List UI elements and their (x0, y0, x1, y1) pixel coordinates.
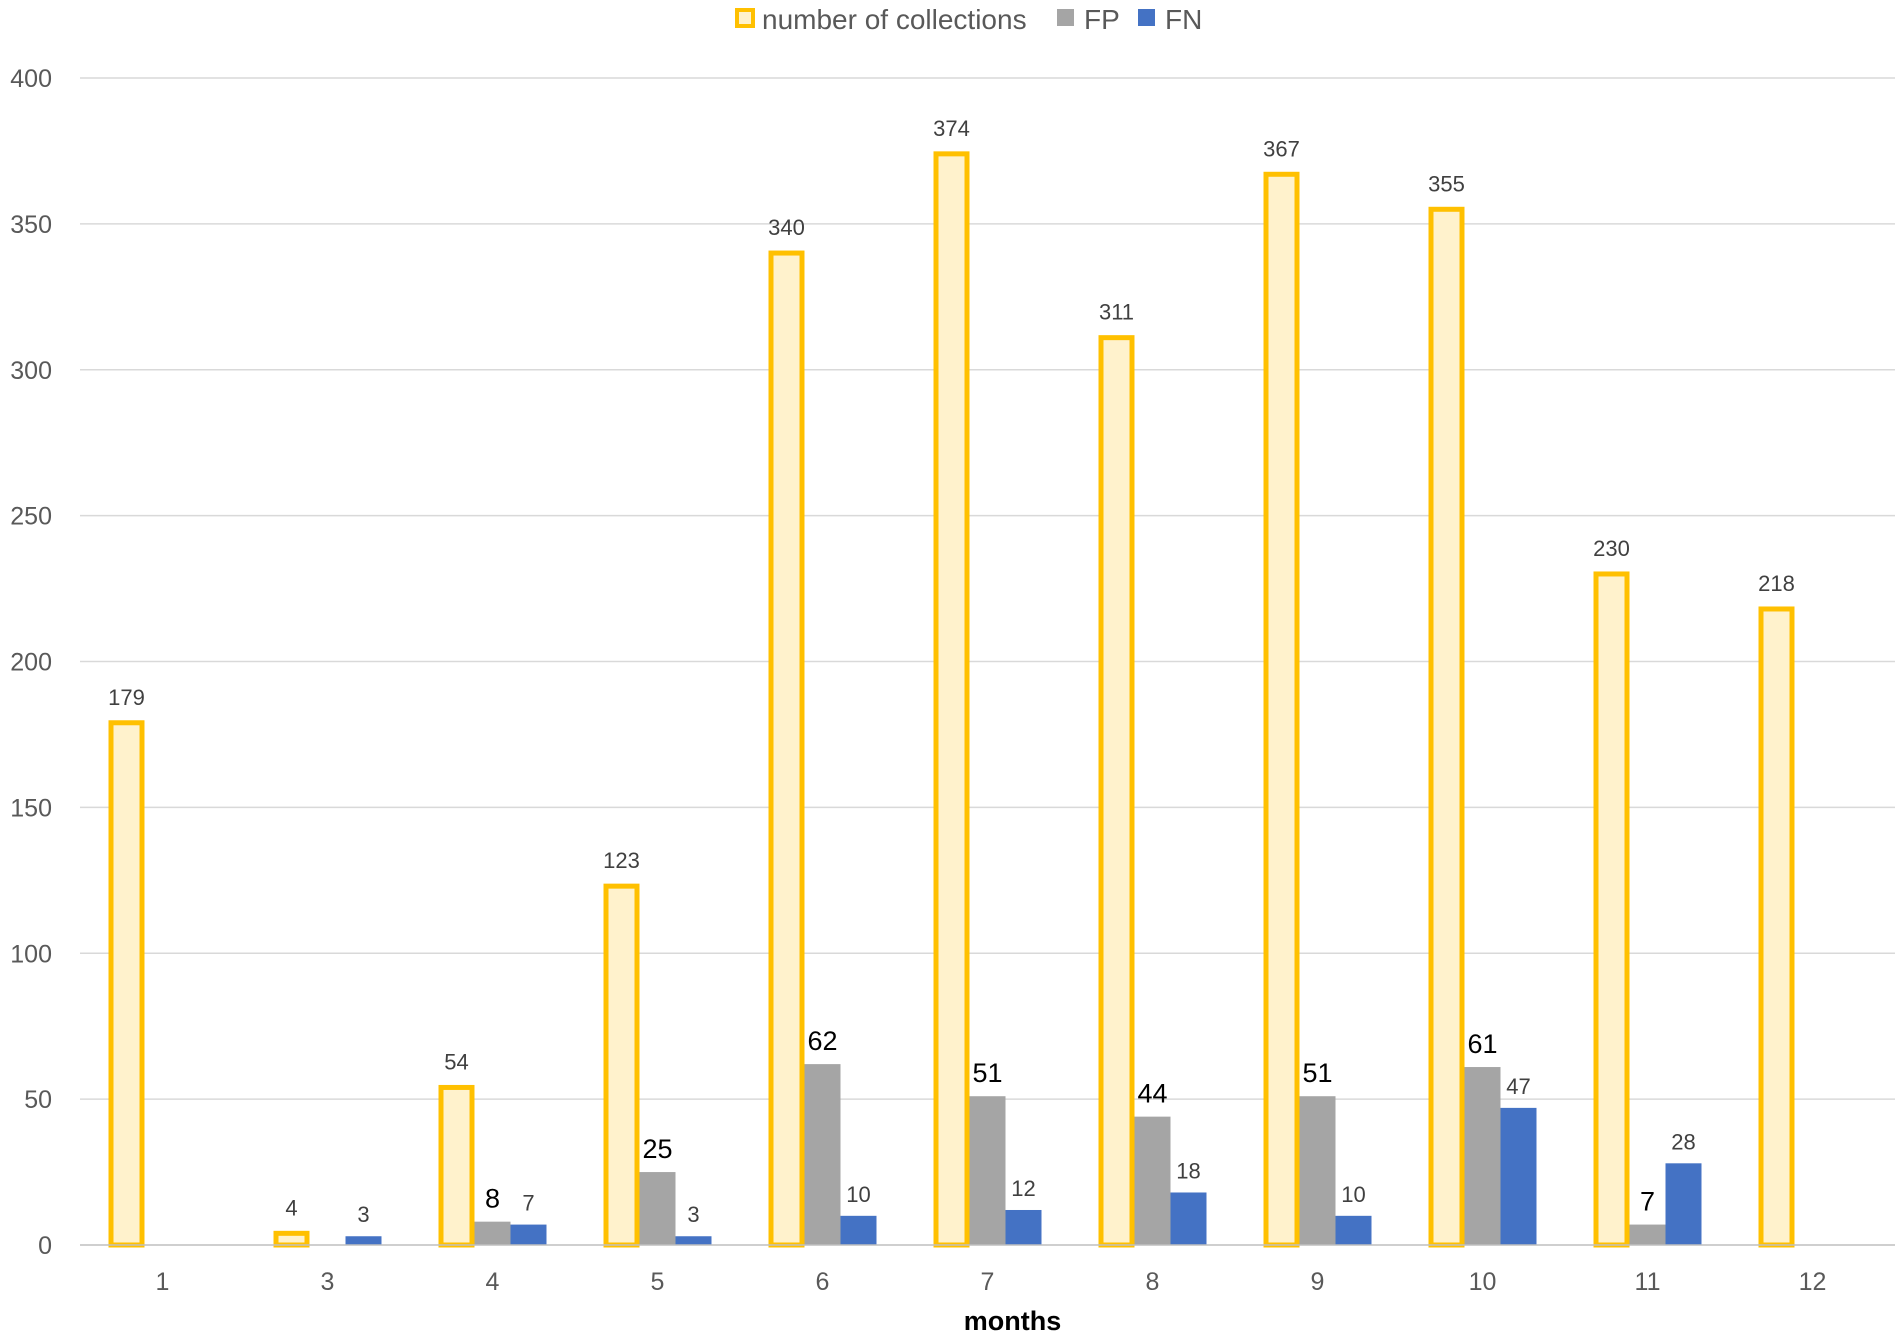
legend-label: FN (1165, 4, 1202, 35)
bar-fp (639, 1172, 676, 1245)
data-label: 28 (1671, 1129, 1695, 1154)
legend-swatch (735, 8, 755, 28)
data-label: 311 (1099, 300, 1134, 325)
data-label: 367 (1263, 136, 1300, 161)
x-tick-label: 3 (321, 1268, 335, 1296)
bar-fp (1299, 1096, 1336, 1245)
data-label: 62 (807, 1026, 837, 1056)
gridlines (80, 77, 1895, 1100)
bar-fp (804, 1064, 841, 1245)
bar-fn (1005, 1209, 1042, 1245)
data-label: 47 (1506, 1074, 1530, 1099)
bar-fp (1464, 1067, 1501, 1245)
x-tick-label: 10 (1469, 1268, 1497, 1296)
data-label: 51 (1302, 1058, 1332, 1088)
bar-fn (510, 1224, 547, 1245)
legend-swatch (1057, 9, 1074, 26)
data-label: 355 (1428, 171, 1465, 196)
x-axis-title: months (964, 1306, 1062, 1336)
bar-collections (1428, 206, 1465, 1248)
bar-collections (933, 151, 970, 1248)
x-tick-label: 7 (981, 1268, 995, 1296)
data-label: 12 (1011, 1176, 1035, 1201)
data-label: 3 (687, 1202, 699, 1227)
data-label: 10 (846, 1182, 870, 1207)
bar-fn (1170, 1192, 1207, 1245)
x-tick-label: 5 (651, 1268, 665, 1296)
data-label: 18 (1176, 1158, 1200, 1183)
x-tick-label: 6 (816, 1268, 830, 1296)
bar-collections (768, 250, 805, 1248)
data-label: 7 (1640, 1187, 1655, 1217)
data-label: 44 (1137, 1079, 1167, 1109)
x-tick-label: 8 (1146, 1268, 1160, 1296)
y-tick-label: 350 (10, 211, 52, 239)
bar-collections (603, 883, 640, 1248)
data-label: 7 (522, 1191, 534, 1216)
data-label: 51 (972, 1058, 1002, 1088)
legend-swatch (1138, 9, 1155, 26)
data-label: 179 (108, 685, 145, 710)
x-tick-label: 9 (1311, 1268, 1325, 1296)
bar-fp (1629, 1224, 1666, 1245)
bar-collections (1593, 571, 1630, 1248)
y-tick-label: 150 (10, 794, 52, 822)
x-axis: 1 3 4 5 6 7 8 9 10 11 12 (80, 1244, 1895, 1296)
data-label: 3 (357, 1202, 369, 1227)
data-label: 8 (485, 1184, 500, 1214)
data-label: 54 (444, 1049, 468, 1074)
bar-fp (474, 1221, 511, 1245)
legend-label: number of collections (762, 4, 1027, 35)
y-tick-label: 300 (10, 357, 52, 385)
y-tick-label: 400 (10, 65, 52, 93)
y-tick-label: 200 (10, 649, 52, 677)
bar-collections (1098, 335, 1135, 1248)
data-label: 10 (1341, 1182, 1365, 1207)
data-label: 230 (1593, 536, 1630, 561)
bar-fn (675, 1236, 712, 1245)
bar-collections (1263, 171, 1300, 1248)
bar-fp (969, 1096, 1006, 1245)
x-tick-label: 12 (1799, 1268, 1827, 1296)
x-tick-label: 4 (486, 1268, 500, 1296)
bars (108, 151, 1795, 1248)
bar-fn (1665, 1163, 1702, 1245)
bar-fn (1335, 1215, 1372, 1245)
data-label: 61 (1467, 1029, 1497, 1059)
bar-collections (1758, 606, 1795, 1248)
data-labels: 1794541233403743113673552302188256251445… (108, 116, 1795, 1227)
data-label: 123 (603, 848, 640, 873)
bar-fp (1134, 1116, 1171, 1245)
x-tick-label: 1 (156, 1268, 170, 1296)
y-tick-label: 0 (38, 1232, 52, 1260)
y-tick-label: 50 (24, 1086, 52, 1114)
bar-collections (438, 1084, 475, 1248)
y-tick-label: 100 (10, 940, 52, 968)
data-label: 340 (768, 215, 805, 240)
y-tick-label: 250 (10, 503, 52, 531)
x-tick-label: 11 (1635, 1268, 1661, 1296)
legend: number of collections FP FN (735, 4, 1202, 35)
bar-collections (108, 720, 145, 1248)
bar-fn (1500, 1107, 1537, 1245)
bar-collections (273, 1230, 310, 1248)
data-label: 374 (933, 116, 970, 141)
bar-fn (345, 1236, 382, 1245)
data-label: 218 (1758, 571, 1795, 596)
legend-label: FP (1084, 4, 1120, 35)
data-label: 4 (285, 1195, 297, 1220)
y-axis: 0 50 100 150 200 250 300 350 400 (10, 65, 52, 1260)
bar-fn (840, 1215, 877, 1245)
data-label: 25 (642, 1134, 672, 1164)
